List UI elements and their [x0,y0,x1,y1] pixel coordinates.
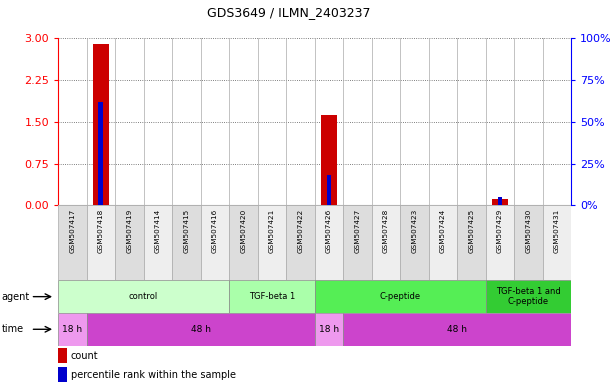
Text: GSM507420: GSM507420 [240,209,246,253]
Bar [87,205,115,280]
Bar [343,205,371,280]
Bar [172,205,200,280]
Text: GSM507423: GSM507423 [411,209,417,253]
Bar [315,280,486,313]
Bar [321,115,337,205]
Text: GSM507426: GSM507426 [326,209,332,253]
Text: GSM507430: GSM507430 [525,209,532,253]
Text: control: control [129,292,158,301]
Bar [229,205,258,280]
Text: GSM507416: GSM507416 [212,209,218,253]
Bar [497,197,502,205]
Bar [514,205,543,280]
Bar [58,367,67,382]
Text: count: count [71,351,98,361]
Bar [144,205,172,280]
Bar [286,205,315,280]
Text: GSM507429: GSM507429 [497,209,503,253]
Text: agent: agent [2,291,30,302]
Text: 18 h: 18 h [62,325,82,334]
Text: GSM507415: GSM507415 [183,209,189,253]
Text: GSM507417: GSM507417 [69,209,75,253]
Bar [315,313,343,346]
Bar [492,199,508,205]
Bar [58,280,229,313]
Text: GSM507421: GSM507421 [269,209,275,253]
Bar [486,280,571,313]
Text: GSM507419: GSM507419 [126,209,133,253]
Bar [58,313,87,346]
Text: GSM507427: GSM507427 [354,209,360,253]
Bar [58,205,87,280]
Text: GSM507431: GSM507431 [554,209,560,253]
Bar [371,205,400,280]
Text: GSM507422: GSM507422 [298,209,304,253]
Text: GSM507425: GSM507425 [469,209,475,253]
Text: 48 h: 48 h [447,325,467,334]
Bar [429,205,457,280]
Bar [400,205,429,280]
Bar [486,205,514,280]
Text: TGF-beta 1 and
C-peptide: TGF-beta 1 and C-peptide [496,287,561,306]
Bar [326,175,331,205]
Text: GDS3649 / ILMN_2403237: GDS3649 / ILMN_2403237 [207,6,371,19]
Bar [543,205,571,280]
Bar [93,44,109,205]
Bar [229,280,315,313]
Text: C-peptide: C-peptide [379,292,421,301]
Text: 18 h: 18 h [319,325,339,334]
Text: GSM507418: GSM507418 [98,209,104,253]
Text: GSM507424: GSM507424 [440,209,446,253]
Bar [258,205,286,280]
Bar [98,102,103,205]
Text: TGF-beta 1: TGF-beta 1 [249,292,295,301]
Bar [343,313,571,346]
Text: GSM507414: GSM507414 [155,209,161,253]
Text: 48 h: 48 h [191,325,211,334]
Bar [58,348,67,363]
Bar [457,205,486,280]
Bar [315,205,343,280]
Bar [87,313,315,346]
Text: time: time [2,324,24,334]
Text: percentile rank within the sample: percentile rank within the sample [71,370,236,380]
Text: GSM507428: GSM507428 [383,209,389,253]
Bar [115,205,144,280]
Bar [200,205,229,280]
